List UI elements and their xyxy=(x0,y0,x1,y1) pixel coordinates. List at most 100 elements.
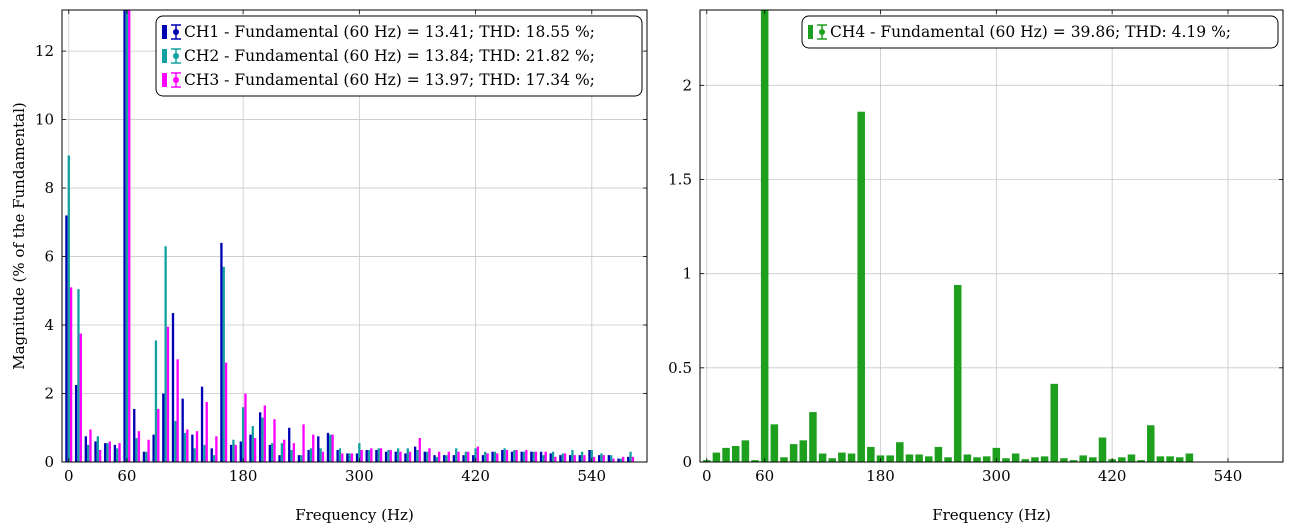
bar xyxy=(1166,456,1174,462)
bar xyxy=(545,452,547,462)
bar xyxy=(77,289,79,462)
bar xyxy=(453,455,455,462)
bar xyxy=(138,431,140,462)
bar xyxy=(511,452,513,462)
bar xyxy=(443,455,445,462)
bar xyxy=(790,444,798,462)
bar xyxy=(322,452,324,462)
bar xyxy=(564,453,566,462)
y-tick-label: 0.5 xyxy=(668,359,692,377)
legend: CH4 - Fundamental (60 Hz) = 39.86; THD: … xyxy=(802,16,1278,48)
bar xyxy=(387,450,389,462)
bar xyxy=(244,394,246,462)
bar xyxy=(482,455,484,462)
bar xyxy=(145,452,147,462)
bar xyxy=(283,440,285,462)
legend-marker-bar xyxy=(162,73,167,87)
bar xyxy=(552,452,554,462)
legend-marker-bar xyxy=(808,25,813,39)
chart-panel-2: 0 60 180 300 420 54000.511.52Frequency (Hz)CH… xyxy=(668,10,1283,524)
bar xyxy=(128,10,130,462)
bar xyxy=(857,112,865,462)
bar xyxy=(1079,455,1087,462)
bar xyxy=(404,453,406,462)
bar xyxy=(761,10,769,462)
bar xyxy=(118,443,120,462)
bar xyxy=(319,448,321,462)
bar xyxy=(191,435,193,462)
bar xyxy=(503,448,505,462)
bar xyxy=(94,441,96,462)
bar xyxy=(574,455,576,462)
bar xyxy=(164,246,166,462)
bar xyxy=(457,452,459,462)
bar xyxy=(1031,457,1039,462)
bar xyxy=(973,457,981,462)
bar xyxy=(327,433,329,462)
bar xyxy=(771,424,779,462)
bar xyxy=(944,457,952,462)
bar xyxy=(484,452,486,462)
bar xyxy=(336,450,338,462)
x-tick-label: 300 xyxy=(345,467,374,485)
bar xyxy=(273,419,275,462)
bar xyxy=(925,456,933,462)
bar xyxy=(438,452,440,462)
bar xyxy=(428,448,430,462)
bar xyxy=(983,456,991,462)
bar xyxy=(964,454,972,462)
bar xyxy=(143,452,145,462)
bar xyxy=(225,363,227,462)
bar xyxy=(732,446,740,462)
bar xyxy=(281,443,283,462)
x-tick-label: 60 xyxy=(755,467,774,485)
bar xyxy=(445,455,447,462)
legend-label: CH2 - Fundamental (60 Hz) = 13.84; THD: … xyxy=(184,47,595,65)
bar xyxy=(501,450,503,462)
x-tick-label: 60 xyxy=(117,467,136,485)
x-tick-label: 180 xyxy=(229,467,258,485)
bar xyxy=(174,421,176,462)
bar xyxy=(351,453,353,462)
plot-frame xyxy=(700,10,1283,462)
bar xyxy=(399,452,401,462)
bar xyxy=(261,417,263,462)
bar xyxy=(608,455,610,462)
bar xyxy=(867,447,875,462)
bar xyxy=(80,334,82,462)
y-tick-label: 0 xyxy=(682,453,692,471)
bar xyxy=(278,455,280,462)
bar xyxy=(600,453,602,462)
bar xyxy=(588,450,590,462)
bar xyxy=(114,445,116,462)
bar xyxy=(1089,457,1097,462)
y-tick-label: 4 xyxy=(44,316,54,334)
bar xyxy=(530,452,532,462)
bar xyxy=(571,450,573,462)
bar xyxy=(242,407,244,462)
bar xyxy=(395,452,397,462)
bar xyxy=(477,447,479,462)
bar xyxy=(915,454,923,462)
bar xyxy=(298,455,300,462)
bar xyxy=(240,441,242,462)
bar xyxy=(742,440,750,462)
bar xyxy=(68,156,70,462)
bar xyxy=(1050,384,1058,462)
bar xyxy=(462,455,464,462)
bar xyxy=(213,455,215,462)
bar xyxy=(569,455,571,462)
bar xyxy=(521,452,523,462)
bar xyxy=(220,243,222,462)
bar xyxy=(515,450,517,462)
bar xyxy=(533,452,535,462)
y-tick-label: 1 xyxy=(682,265,692,283)
bar xyxy=(1041,456,1049,462)
bar xyxy=(954,285,962,462)
bar xyxy=(1176,457,1184,462)
bar xyxy=(426,452,428,462)
legend-label: CH1 - Fundamental (60 Hz) = 13.41; THD: … xyxy=(184,23,595,41)
bar xyxy=(370,448,372,462)
bar xyxy=(147,440,149,462)
